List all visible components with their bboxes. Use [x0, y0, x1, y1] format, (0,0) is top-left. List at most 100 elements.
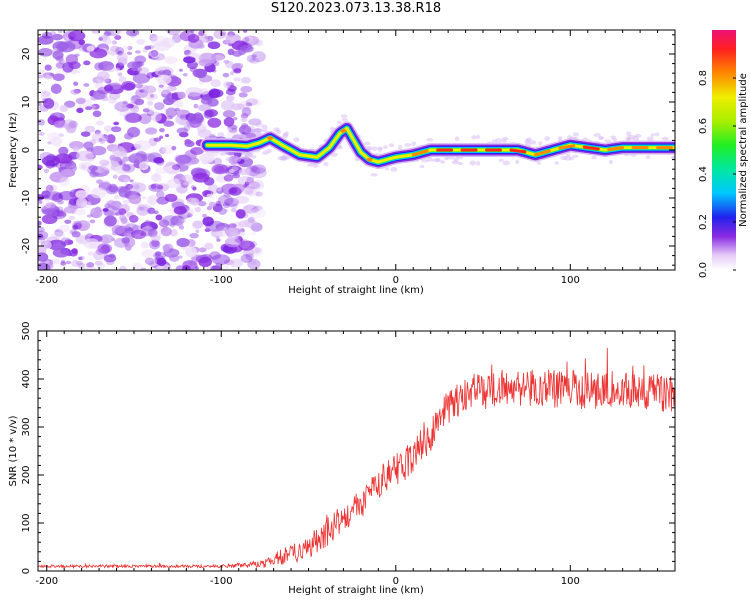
noise-blob: [134, 55, 147, 64]
noise-blob: [179, 119, 188, 125]
noise-blob: [244, 187, 254, 195]
noise-blob: [96, 71, 110, 81]
snr-ytick-label: 400: [21, 369, 32, 388]
noise-blob: [252, 54, 257, 58]
noise-blob: [255, 178, 263, 186]
noise-blob: [185, 246, 197, 258]
noise-blob: [137, 67, 143, 72]
noise-blob: [118, 186, 131, 198]
noise-blob: [38, 230, 49, 241]
noise-blob: [99, 139, 106, 144]
noise-blob: [162, 215, 179, 226]
noise-blob: [178, 255, 183, 259]
noise-blob: [222, 110, 236, 118]
noise-blob: [144, 219, 151, 226]
noise-blob: [150, 49, 159, 58]
noise-blob: [238, 49, 246, 55]
noise-blob: [181, 218, 187, 223]
noise-blob: [149, 33, 158, 42]
snr-xtick-label: 0: [393, 576, 399, 587]
halo-dot: [281, 155, 287, 160]
snr-background: [38, 331, 675, 571]
halo-dot: [244, 155, 250, 160]
noise-blob: [144, 45, 152, 50]
spectrogram-ytick-label: -20: [21, 238, 32, 254]
noise-blob: [65, 260, 72, 265]
trace-core: [533, 149, 551, 157]
noise-blob: [253, 247, 262, 254]
noise-blob: [251, 231, 257, 236]
noise-blob: [247, 258, 261, 270]
noise-blob: [169, 228, 178, 237]
halo-dot: [536, 161, 542, 165]
noise-blob: [83, 83, 90, 87]
noise-blob: [38, 74, 44, 79]
noise-blob: [99, 159, 110, 167]
noise-blob: [38, 35, 54, 45]
noise-blob: [136, 38, 145, 45]
noise-blob: [209, 251, 221, 260]
halo-dot: [225, 157, 231, 161]
noise-blob: [252, 205, 261, 212]
noise-blob: [38, 252, 49, 262]
noise-blob: [226, 131, 242, 141]
noise-blob: [112, 174, 118, 179]
noise-blob: [155, 252, 166, 260]
noise-blob: [226, 127, 232, 132]
noise-blob: [196, 43, 205, 49]
halo-dot: [502, 139, 507, 144]
noise-blob: [90, 187, 107, 199]
halo-dot: [626, 131, 632, 137]
noise-blob: [155, 183, 170, 192]
halo-dot: [569, 156, 575, 161]
noise-blob: [84, 125, 96, 133]
halo-dot: [434, 157, 441, 162]
chart-title: S120.2023.073.13.38.R18: [270, 1, 442, 16]
noise-blob: [249, 57, 260, 64]
noise-blob: [38, 200, 43, 204]
noise-blob: [171, 145, 177, 151]
noise-blob: [228, 169, 235, 174]
noise-blob: [245, 186, 257, 197]
noise-blob: [249, 167, 267, 179]
noise-blob: [110, 45, 120, 53]
noise-blob: [63, 206, 78, 214]
noise-blob: [80, 131, 91, 137]
noise-blob: [130, 229, 147, 240]
noise-blob: [123, 230, 133, 238]
halo-dot: [440, 160, 446, 164]
snr-ytick-label: 200: [21, 465, 32, 484]
noise-blob: [45, 74, 54, 81]
noise-blob: [115, 46, 125, 55]
noise-blob: [244, 165, 261, 177]
noise-blob: [232, 117, 238, 121]
halo-dot: [390, 166, 398, 172]
noise-blob: [94, 260, 103, 266]
noise-blob: [117, 72, 123, 77]
noise-blob: [211, 164, 229, 175]
noise-blob: [229, 258, 243, 268]
noise-blob: [106, 134, 116, 144]
noise-blob: [245, 102, 253, 107]
halo-dot: [404, 143, 412, 147]
noise-blob: [177, 91, 186, 99]
noise-blob: [173, 99, 184, 108]
noise-blob: [65, 54, 79, 65]
noise-blob: [199, 153, 215, 163]
noise-blob: [164, 56, 178, 64]
trace-core: [411, 149, 429, 157]
noise-blob: [51, 258, 60, 265]
noise-blob: [70, 88, 80, 95]
noise-blob: [217, 207, 227, 215]
noise-blob: [235, 209, 246, 219]
noise-blob: [230, 203, 238, 209]
noise-blob: [204, 242, 214, 250]
noise-blob: [124, 183, 128, 187]
noise-blob: [252, 98, 263, 107]
noise-blob: [155, 214, 163, 221]
noise-blob: [254, 39, 263, 47]
noise-blob: [38, 164, 43, 170]
noise-blob: [97, 86, 110, 95]
